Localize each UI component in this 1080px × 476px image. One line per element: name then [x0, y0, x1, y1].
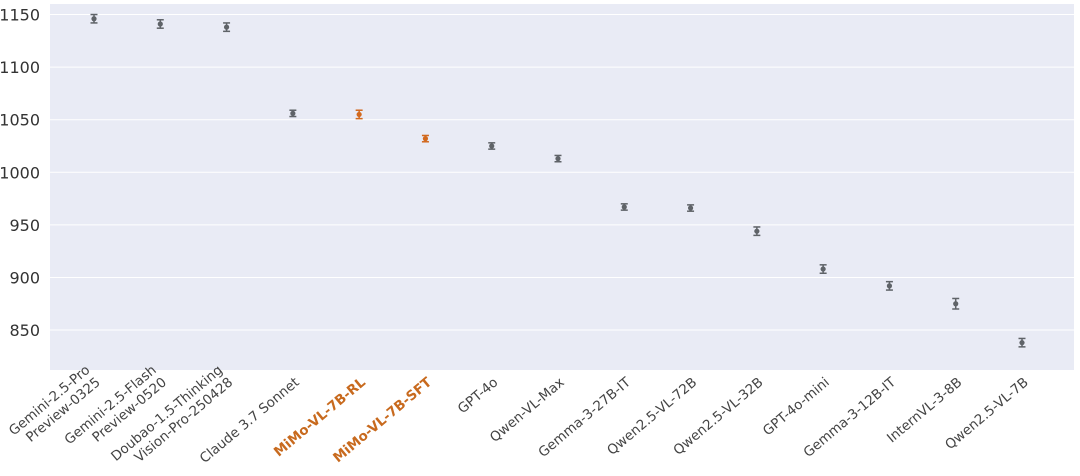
y-tick-label: 1100	[0, 58, 40, 77]
data-point	[90, 13, 98, 24]
data-point	[554, 154, 562, 163]
data-point	[620, 203, 628, 211]
point-marker	[621, 204, 627, 210]
point-marker	[157, 21, 163, 27]
data-point	[952, 297, 960, 310]
point-marker	[223, 24, 230, 30]
y-tick-label: 1000	[0, 163, 40, 182]
data-point	[819, 264, 827, 274]
y-tick-label: 1050	[0, 111, 40, 130]
point-marker	[687, 205, 694, 211]
y-axis-ticks: 850 900 950 1000 1050 1100 1150	[0, 6, 40, 341]
data-point	[289, 109, 297, 118]
y-tick-label: 1150	[0, 6, 40, 25]
data-point	[488, 142, 496, 150]
plot-area	[50, 4, 1074, 370]
data-point	[753, 226, 761, 237]
x-tick-label: Gemini-2.5-ProPreview-0325	[6, 362, 104, 451]
point-marker	[886, 283, 893, 289]
data-point	[1018, 337, 1026, 348]
point-marker	[1019, 340, 1025, 346]
point-marker	[91, 16, 97, 22]
point-marker	[489, 143, 495, 149]
x-tick-label-line: GPT-4o	[455, 374, 502, 417]
data-point	[156, 19, 164, 29]
y-tick-label: 950	[9, 216, 40, 235]
grid-lines	[50, 14, 1074, 331]
point-marker	[555, 156, 561, 162]
data-points	[90, 13, 1026, 348]
data-point	[355, 109, 363, 120]
x-tick-label: GPT-4o	[455, 374, 502, 417]
point-marker	[422, 136, 429, 142]
data-point	[223, 22, 231, 33]
y-tick-label: 900	[9, 268, 40, 287]
x-axis-labels: Gemini-2.5-ProPreview-0325Gemini-2.5-Fla…	[6, 362, 1032, 467]
data-point	[421, 134, 429, 143]
point-marker	[754, 228, 760, 234]
point-marker	[356, 111, 362, 118]
point-marker	[290, 110, 296, 116]
y-tick-label: 850	[9, 321, 40, 340]
point-marker	[953, 301, 959, 307]
data-point	[687, 204, 695, 212]
data-point	[885, 280, 893, 291]
point-marker	[820, 266, 826, 272]
